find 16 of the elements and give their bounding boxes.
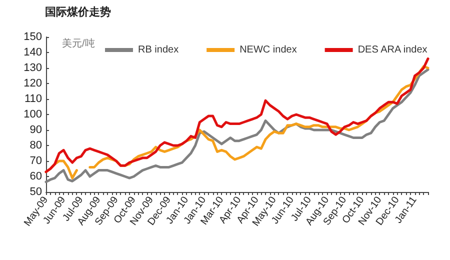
legend-label: DES ARA index: [358, 44, 428, 56]
y-tick-label: 140: [24, 46, 42, 58]
y-tick-label: 120: [24, 78, 42, 90]
y-tick-label: 100: [24, 108, 42, 120]
y-tick-label: 60: [30, 170, 42, 182]
y-tick-label: 150: [24, 31, 42, 43]
y-tick-label: 110: [24, 93, 42, 105]
y-tick-label: 130: [24, 62, 42, 74]
y-tick-label: 80: [30, 140, 42, 152]
y-tick-label: 90: [30, 124, 42, 136]
chart-title: 国际煤价走势: [45, 6, 111, 18]
y-axis-title: 美元/吨: [62, 38, 95, 50]
y-tick-label: 70: [30, 155, 42, 167]
legend-label: RB index: [138, 44, 179, 56]
legend-label: NEWC index: [240, 44, 297, 56]
y-tick-label: 50: [30, 186, 42, 198]
